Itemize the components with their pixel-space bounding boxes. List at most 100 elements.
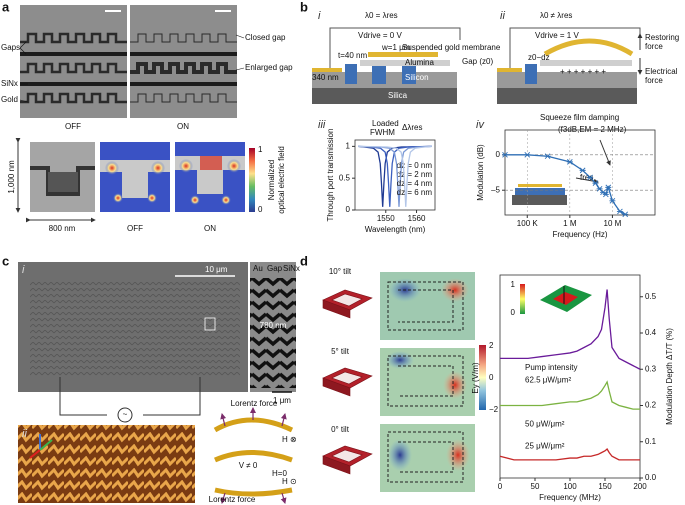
label: t=40 nm xyxy=(338,51,367,60)
condition: λ0 ≠ λres xyxy=(540,11,572,20)
series-line xyxy=(358,145,432,207)
x-tick-label: 1 M xyxy=(563,219,577,228)
y-axis-label: Modulation (dB) xyxy=(476,144,485,201)
y-axis-label: Through port transmission xyxy=(326,129,335,222)
y-tick-label: 0.2 xyxy=(645,401,657,410)
colorbar-label: 2 xyxy=(489,341,494,350)
inset xyxy=(520,284,592,314)
marker xyxy=(587,174,594,181)
x-tick-label: 100 K xyxy=(517,219,539,228)
annotation: Loaded xyxy=(372,119,399,128)
label: Closed gap xyxy=(245,33,286,42)
y-tick-label: 0.0 xyxy=(645,473,657,482)
annotation: Pump intensity xyxy=(525,363,577,372)
colorbar-label: 1 xyxy=(511,280,516,289)
label: Suspended gold membrane xyxy=(402,43,501,52)
tilt-blocks xyxy=(322,272,486,492)
annotation: Δλres xyxy=(402,123,422,132)
sem-c: ~ xyxy=(18,262,296,423)
y-tick-label: 0 xyxy=(496,150,501,159)
schematic-i xyxy=(312,27,461,104)
annotation: Squeeze film damping xyxy=(540,113,619,122)
label: Au xyxy=(253,264,263,273)
render-c-ii xyxy=(18,407,294,504)
label: Lorentz force xyxy=(231,399,278,408)
series-line xyxy=(499,447,640,461)
label: Alumina xyxy=(405,58,434,67)
label: Silica xyxy=(388,91,408,100)
y-tick-label: 0.5 xyxy=(339,173,351,182)
marker xyxy=(579,167,586,174)
annotation: fres xyxy=(580,173,593,182)
series-line xyxy=(505,154,626,215)
label: V ≠ 0 xyxy=(239,461,258,470)
scale-label: 1 μm xyxy=(273,396,291,405)
x-tick-label: 10 M xyxy=(604,219,622,228)
series-line xyxy=(358,145,432,207)
marker xyxy=(599,189,606,196)
label: 780 nm xyxy=(260,321,287,330)
label: Electrical xyxy=(645,67,678,76)
marker xyxy=(592,180,599,186)
y-tick-label: 0.1 xyxy=(645,437,657,446)
x-tick-label: 100 xyxy=(563,482,577,491)
x-tick-label: 150 xyxy=(598,482,612,491)
label: Silicon xyxy=(405,73,429,82)
x-axis-label: Wavelength (nm) xyxy=(365,225,426,234)
plot-frame xyxy=(504,129,656,216)
colorbar-label: −2 xyxy=(489,405,499,414)
colorbar-label: 0 xyxy=(511,308,516,317)
y-tick-label: 1 xyxy=(346,141,351,150)
label: OFF xyxy=(65,122,81,131)
x-tick-label: 1560 xyxy=(408,214,426,223)
series-label: 25 μW/μm² xyxy=(525,441,565,450)
marker xyxy=(602,191,609,198)
cross-sections xyxy=(15,137,255,223)
label: Gap xyxy=(267,264,283,273)
label: Lorentz force xyxy=(209,495,256,504)
y-tick-label: 0.4 xyxy=(645,328,657,337)
label: w=1 μm xyxy=(381,43,411,52)
condition: Vdrive = 1 V xyxy=(535,31,579,40)
sem-images xyxy=(19,5,245,118)
marker xyxy=(616,208,623,215)
label: 5° tilt xyxy=(331,347,350,356)
sub-label: iii xyxy=(318,119,326,131)
sub-label: i xyxy=(318,10,321,22)
x-tick-label: 200 xyxy=(633,482,647,491)
x-tick-label: 1550 xyxy=(377,214,395,223)
label: 800 nm xyxy=(49,224,76,233)
marker xyxy=(622,211,629,218)
label: 340 nm xyxy=(312,73,339,82)
schematic-ii: + + + + + + + xyxy=(497,27,643,104)
sub-label: iv xyxy=(476,119,485,131)
marker xyxy=(544,153,551,160)
svg-text:+ + + + + + +: + + + + + + + xyxy=(560,67,606,76)
condition: Vdrive = 0 V xyxy=(358,31,402,40)
label: H ⊗ xyxy=(282,435,297,444)
sub-label: ii xyxy=(500,10,505,22)
marker xyxy=(609,198,616,204)
legend-entry: dz = 4 nm xyxy=(397,179,433,188)
y-tick-label: 0.3 xyxy=(645,364,657,373)
series-line xyxy=(500,289,641,370)
label: H=0 xyxy=(272,469,287,478)
plot-frame xyxy=(354,139,436,211)
label: 10° tilt xyxy=(329,267,352,276)
label: SiNx xyxy=(1,79,18,88)
panel-label: b xyxy=(300,0,308,14)
device-inset xyxy=(512,139,611,205)
colorbar-title: Normalized xyxy=(267,160,276,200)
annotation: FWHM xyxy=(370,128,395,137)
x-axis-label: Frequency (MHz) xyxy=(539,493,601,502)
y-tick-label: 0.5 xyxy=(645,292,657,301)
marker xyxy=(605,184,612,191)
label: H ⊙ xyxy=(282,477,297,486)
sub-label: ii xyxy=(22,428,27,440)
label: Restoring xyxy=(645,33,679,42)
colorbar-label: 0 xyxy=(489,373,494,382)
colorbar-label: 0 xyxy=(258,205,263,214)
y-tick-label: 0 xyxy=(346,205,351,214)
label: OFF xyxy=(127,224,143,233)
